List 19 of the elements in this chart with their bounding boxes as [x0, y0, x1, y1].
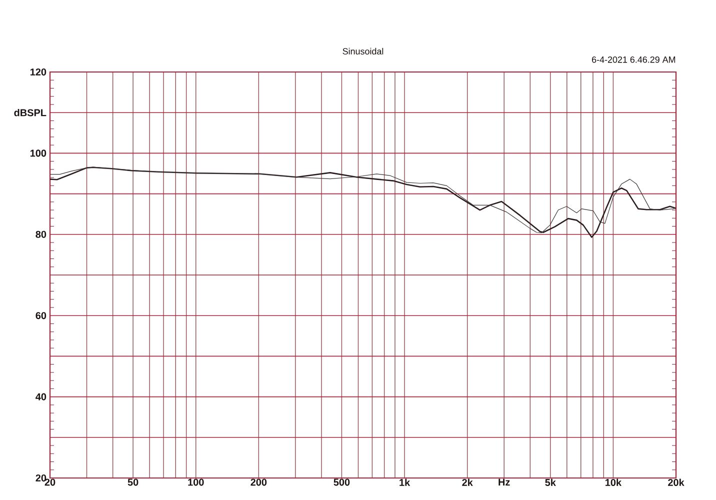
x-tick-label: 50: [128, 478, 138, 486]
x-tick-label: 5k: [545, 478, 556, 486]
x-tick-label: 200: [250, 478, 267, 486]
y-tick-label: 80: [36, 230, 46, 238]
y-tick-label: dBSPL: [14, 108, 46, 116]
y-tick-label: 100: [30, 150, 46, 157]
y-tick-label: 40: [36, 393, 46, 400]
x-tick-label: 2k: [462, 478, 473, 486]
x-tick-label: Hz: [498, 478, 510, 486]
x-tick-label: 10k: [606, 478, 622, 486]
text: 6-4-2021 6.46.29 AM: [592, 56, 676, 63]
x-tick-label: 20k: [668, 478, 684, 486]
x-tick-label: 1k: [400, 478, 410, 486]
chart-title: Sinusoidal: [342, 48, 384, 55]
y-tick-label: 120: [30, 68, 46, 76]
x-tick-label: 100: [188, 478, 204, 486]
x-tick-label: 500: [334, 478, 350, 486]
y-tick-label: 60: [36, 312, 46, 320]
x-tick-label: 20: [44, 478, 56, 486]
